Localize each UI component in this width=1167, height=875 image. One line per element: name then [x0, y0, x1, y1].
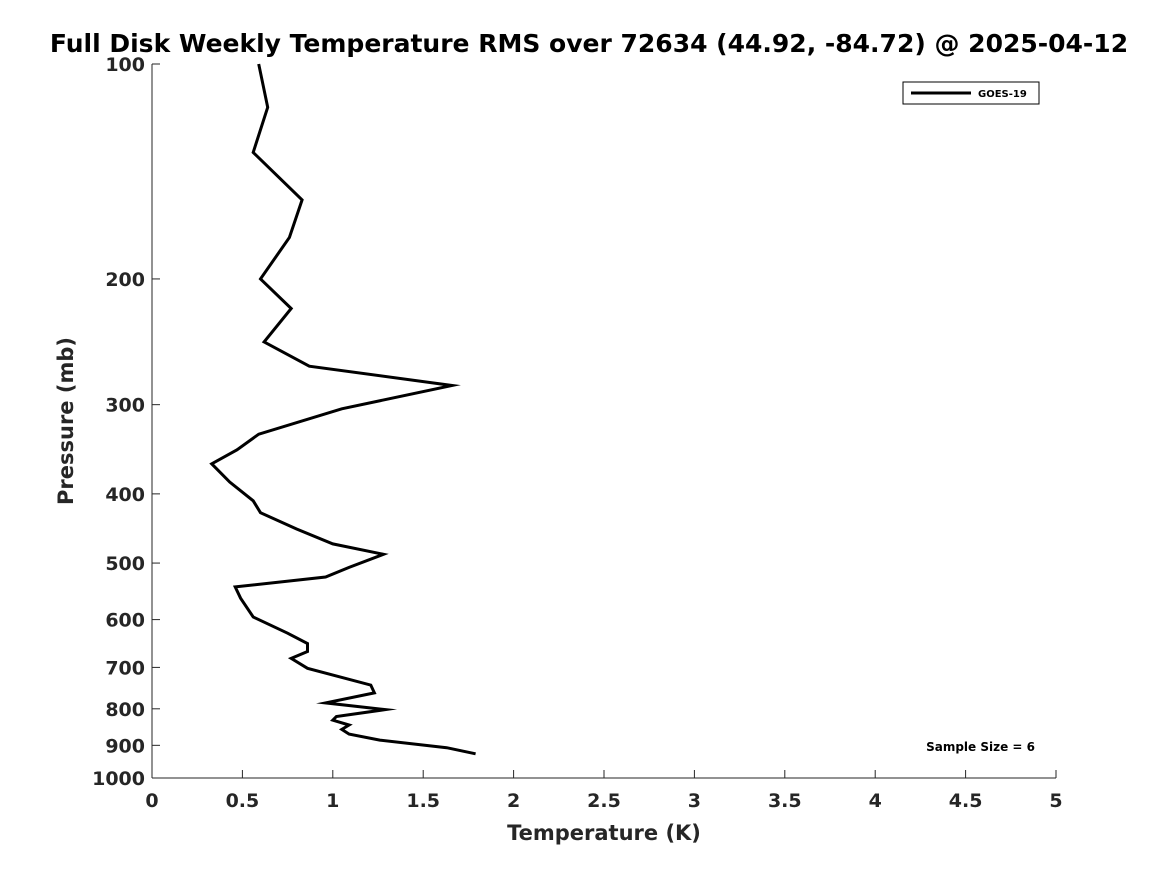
- axis-ticks: [151, 63, 1057, 779]
- x-tick-label: 4.5: [949, 790, 983, 812]
- x-tick-label: 2: [507, 790, 520, 812]
- y-tick-label: 200: [105, 269, 145, 291]
- y-tick-label: 100: [105, 54, 145, 76]
- x-tick-label: 1: [326, 790, 339, 812]
- x-tick-label: 0: [145, 790, 158, 812]
- y-tick-label: 700: [105, 657, 145, 679]
- y-tick-label: 300: [105, 395, 145, 417]
- series-lines: [209, 63, 476, 756]
- x-tick-label: 2.5: [587, 790, 621, 812]
- y-tick-label: 500: [105, 553, 145, 575]
- y-axis-label: Pressure (mb): [54, 337, 78, 505]
- y-tick-label: 900: [105, 735, 145, 757]
- x-tick-label: 1.5: [406, 790, 440, 812]
- y-tick-label: 600: [105, 610, 145, 632]
- series-line-goes-19: [209, 63, 476, 756]
- y-tick-label: 800: [105, 699, 145, 721]
- y-tick-label: 1000: [92, 768, 145, 790]
- tick-labels: 0 0.5 1 1.5 2 2.5 3 3.5 4 4.5 5 100 200 300 400 500 600 7…: [92, 54, 1063, 812]
- x-tick-label: 0.5: [226, 790, 260, 812]
- x-tick-label: 3.5: [768, 790, 802, 812]
- x-tick-label: 3: [688, 790, 701, 812]
- sample-size-annotation: Sample Size = 6: [926, 740, 1035, 754]
- legend: GOES-19: [902, 81, 1040, 105]
- x-axis-label: Temperature (K): [507, 821, 701, 845]
- x-tick-label: 5: [1049, 790, 1062, 812]
- y-tick-label: 400: [105, 484, 145, 506]
- plot-axes: [151, 64, 1056, 779]
- x-tick-label: 4: [869, 790, 882, 812]
- chart-title: Full Disk Weekly Temperature RMS over 72…: [50, 29, 1128, 58]
- legend-label-goes-19: GOES-19: [978, 89, 1027, 100]
